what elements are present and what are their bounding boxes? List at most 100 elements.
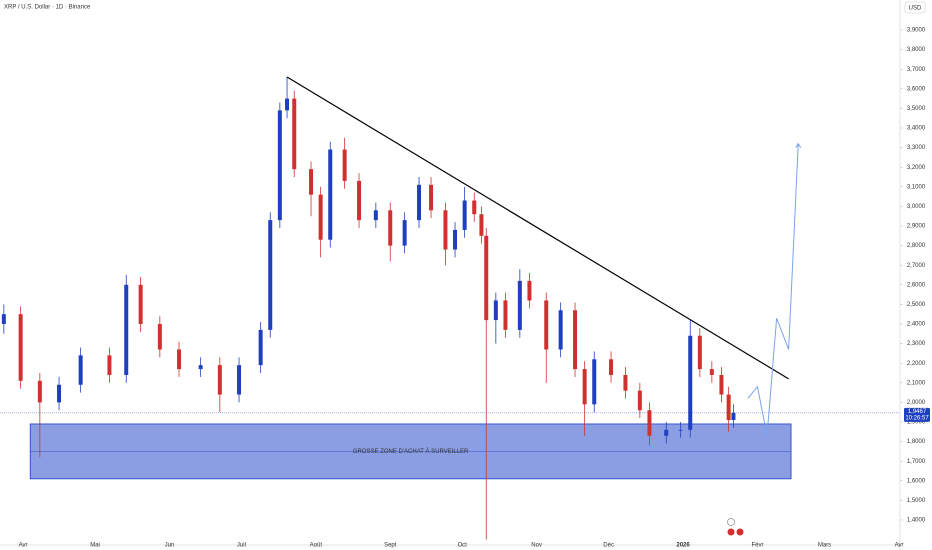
y-tick-label: 3,3000: [907, 145, 926, 151]
candle-body: [37, 380, 42, 403]
x-tick-label: Mai: [90, 543, 100, 549]
candle-body: [573, 310, 578, 370]
candle-body: [357, 180, 362, 221]
candle-body: [647, 410, 652, 436]
projection-arrowhead: [795, 142, 802, 148]
candle-body: [318, 194, 323, 240]
candle-body: [443, 210, 448, 250]
x-tick-label: Nov: [531, 543, 542, 549]
y-tick-label: 1,6000: [907, 478, 926, 484]
y-tick-label: 3,0000: [907, 204, 926, 210]
chart-title: XRP / U.S. Dollar · 1D · Binance: [4, 5, 91, 11]
y-tick-label: 1,8000: [907, 439, 926, 445]
currency-box[interactable]: [904, 1, 926, 14]
y-tick-label: 1,5000: [907, 498, 926, 504]
candle-body: [623, 374, 628, 391]
y-tick-label: 2,1000: [907, 380, 926, 386]
candle-body: [429, 184, 434, 211]
candle-body: [177, 349, 182, 370]
candle-body: [237, 365, 242, 395]
y-tick-label: 1,7000: [907, 459, 926, 465]
candle-body: [731, 412, 736, 421]
y-tick-label: 3,5000: [907, 106, 926, 112]
candle-body: [285, 98, 290, 111]
candle-body: [138, 284, 143, 324]
candle-body: [157, 323, 162, 350]
y-tick-label: 3,2000: [907, 165, 926, 171]
candle-body: [503, 300, 508, 330]
candle-body: [78, 355, 83, 385]
y-tick-label: 2,7000: [907, 263, 926, 269]
x-tick-label: Sept: [384, 543, 397, 549]
candle-body: [309, 169, 314, 195]
candle-body: [719, 374, 724, 395]
candle-body: [479, 214, 484, 236]
x-tick-label: Avr: [19, 543, 28, 549]
x-tick-label: Déc: [603, 543, 614, 549]
y-tick-label: 2,4000: [907, 322, 926, 328]
candle-body: [258, 329, 263, 366]
zone-label: GROSSE ZONE D'ACHAT À SURVEILLER: [353, 448, 469, 455]
projection-path: [747, 143, 799, 436]
y-tick-label: 2,0000: [907, 400, 926, 406]
event-icon[interactable]: [727, 528, 735, 536]
candle-body: [697, 335, 702, 370]
candle-body: [277, 110, 282, 221]
candle-body: [609, 359, 614, 375]
y-tick-label: 2,6000: [907, 282, 926, 288]
event-icon[interactable]: [727, 518, 735, 526]
candle-body: [558, 310, 563, 350]
y-tick-label: 1,4000: [907, 518, 926, 524]
x-tick-label: Mars: [818, 543, 831, 549]
y-tick-label: 3,1000: [907, 184, 926, 190]
x-tick-label: Oct: [458, 543, 468, 549]
candle-body: [517, 280, 522, 330]
candle-body: [417, 184, 422, 221]
candle-body: [664, 429, 669, 436]
candle-body: [268, 220, 273, 330]
candle-body: [292, 98, 297, 170]
y-tick-label: 3,6000: [907, 86, 926, 92]
candle-body: [582, 369, 587, 405]
candle-body: [678, 429, 683, 431]
y-tick-label: 3,4000: [907, 126, 926, 132]
candle-body: [472, 200, 477, 215]
y-tick-label: 2,8000: [907, 243, 926, 249]
candle-body: [493, 300, 498, 321]
candle-body: [198, 365, 203, 370]
candle-body: [107, 355, 112, 375]
y-tick-label: 3,8000: [907, 47, 926, 53]
x-tick-label: Jun: [165, 543, 175, 549]
candle-body: [484, 235, 489, 321]
candle-body: [18, 314, 23, 381]
candle-body: [462, 200, 467, 230]
y-tick-label: 2,9000: [907, 224, 926, 230]
candle-body: [342, 149, 347, 181]
candle-body: [527, 280, 532, 301]
last-price-label: 1,9467: [908, 409, 927, 415]
y-tick-label: 2,2000: [907, 361, 926, 367]
x-tick-label: Août: [310, 543, 323, 549]
x-tick-label: 2026: [676, 543, 690, 549]
candle-body: [726, 394, 731, 421]
candle-body: [402, 220, 407, 246]
candle-body: [709, 369, 714, 375]
candle-body: [328, 149, 333, 240]
y-tick-label: 3,9000: [907, 28, 926, 34]
y-tick-label: 2,3000: [907, 341, 926, 347]
candle-body: [637, 390, 642, 411]
currency[interactable]: USD: [909, 6, 922, 12]
event-icon[interactable]: [736, 528, 744, 536]
countdown: 10:26:57: [905, 415, 929, 421]
candle-body: [124, 284, 129, 375]
candle-body: [1, 314, 6, 324]
y-tick-label: 3,7000: [907, 67, 926, 73]
candle-body: [217, 365, 222, 395]
x-tick-label: Avr: [895, 543, 904, 549]
candle-body: [544, 300, 549, 350]
x-tick-label: Févr: [751, 543, 763, 549]
y-tick-label: 2,5000: [907, 302, 926, 308]
candle-body: [57, 384, 62, 403]
candle-body: [373, 210, 378, 221]
